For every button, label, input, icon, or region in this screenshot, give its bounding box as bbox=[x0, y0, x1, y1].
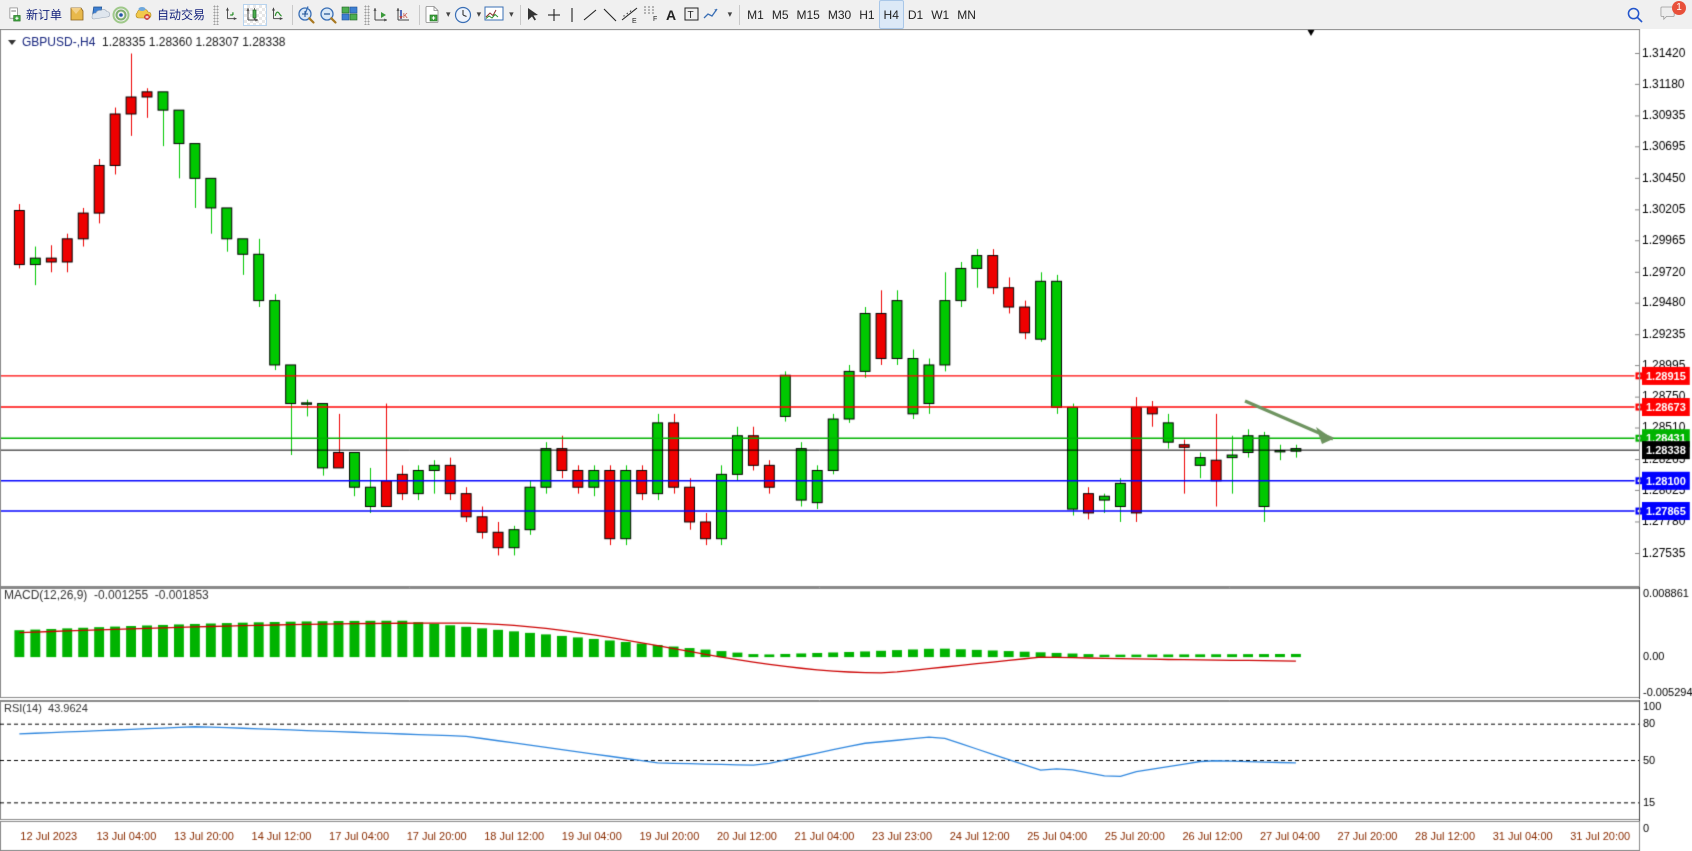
svg-text:F: F bbox=[653, 16, 657, 23]
svg-text:A: A bbox=[666, 7, 676, 23]
svg-text:E: E bbox=[632, 18, 637, 25]
svg-text:T: T bbox=[687, 10, 693, 21]
svg-text:K: K bbox=[403, 13, 408, 20]
